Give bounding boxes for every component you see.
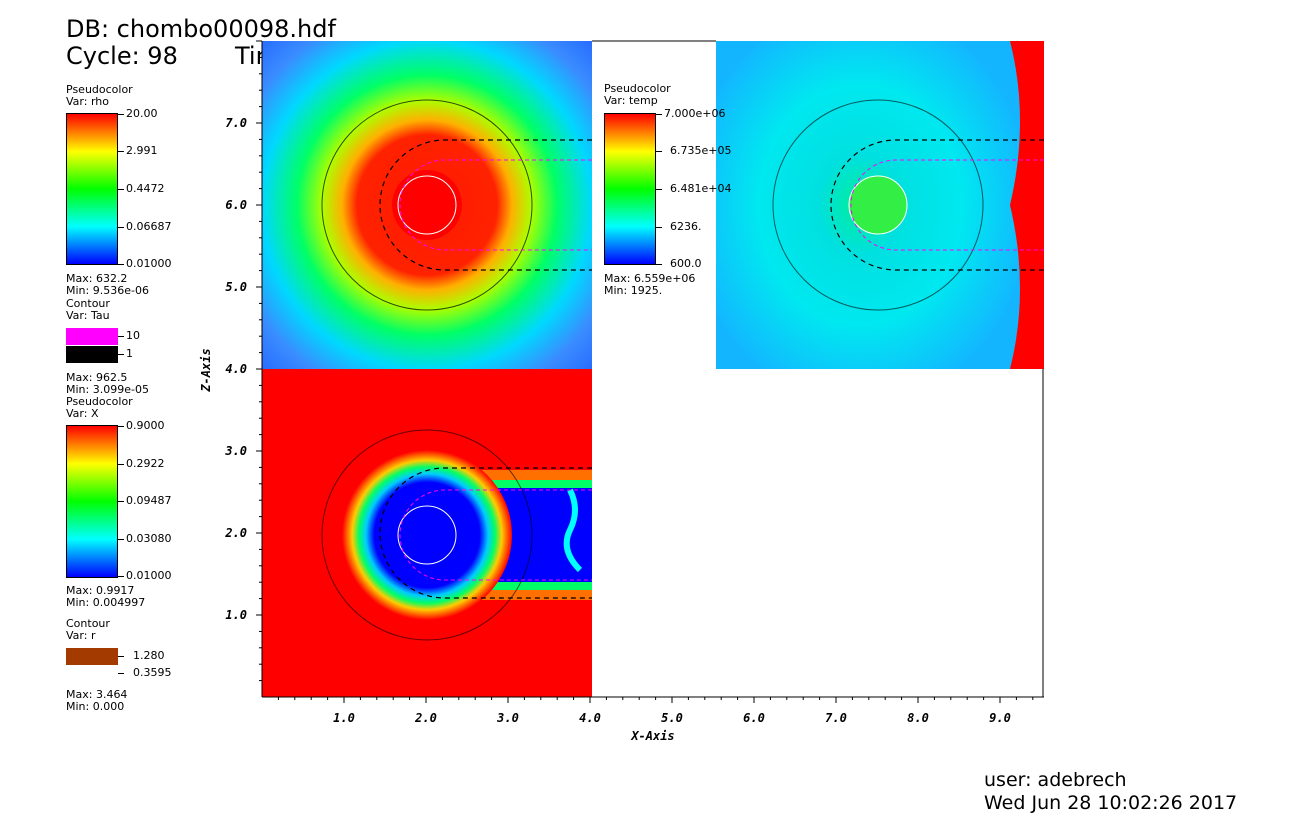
x-tick-label: 6.0	[743, 711, 765, 725]
legend-r-var: Var: r	[66, 629, 96, 642]
legend-r-plot: Contour	[66, 617, 110, 630]
legend-x-colorbar	[66, 425, 118, 578]
legend-temp-tick: 6236.	[670, 220, 702, 233]
legend-rho-min: Min: 9.536e-06	[66, 284, 149, 297]
x-tick-label: 7.0	[825, 711, 847, 725]
x-tick-label: 1.0	[333, 711, 355, 725]
y-axis-title: Z-Axis	[199, 348, 213, 392]
y-tick-label: 2.0	[224, 526, 247, 540]
legend-tau-level: 1	[126, 347, 133, 360]
legend-x-tick: 0.03080	[126, 532, 172, 545]
legend-temp-plot: Pseudocolor	[604, 82, 671, 95]
legend-temp-var: Var: temp	[604, 94, 658, 107]
legend-rho-colorbar	[66, 113, 118, 265]
legend-tau-plot: Contour	[66, 297, 110, 310]
legend-rho-tick: 0.06687	[126, 220, 172, 233]
legend-rho-var: Var: rho	[66, 95, 109, 108]
legend-x-tick: 0.2922	[126, 457, 165, 470]
legend-x-var: Var: X	[66, 407, 99, 420]
footer-date: Wed Jun 28 10:02:26 2017	[984, 792, 1238, 814]
panel-x	[262, 369, 592, 697]
legend-tau-var: Var: Tau	[66, 309, 110, 322]
x-tick-label: 5.0	[661, 711, 683, 725]
legend-x-plot: Pseudocolor	[66, 395, 133, 408]
footer-user: user: adebrech	[984, 769, 1127, 791]
cycle-label: Cycle: 98	[66, 42, 178, 70]
legend-tau-level: 10	[126, 329, 140, 342]
legend-x-tick: 0.9000	[126, 419, 165, 432]
y-tick-label: 7.0	[225, 116, 247, 130]
legend-temp-colorbar	[604, 113, 656, 265]
legend-x-tick: 0.01000	[126, 569, 172, 582]
x-tick-label: 2.0	[414, 711, 437, 725]
legend-temp-tick: 7.000e+06	[664, 107, 726, 120]
legend-temp-max: Max: 6.559e+06	[604, 272, 696, 285]
legend-rho-plot: Pseudocolor	[66, 83, 133, 96]
panel-temp	[716, 41, 1044, 369]
legend-rho-max: Max: 632.2	[66, 272, 128, 285]
db-title: DB: chombo00098.hdf	[66, 15, 336, 43]
legend-r-swatch	[66, 648, 118, 665]
y-tick-label: 3.0	[224, 444, 247, 458]
legend-rho-tick: 20.00	[126, 107, 158, 120]
y-tick-label: 4.0	[225, 362, 247, 376]
legend-temp-tick: 6.735e+05	[670, 144, 732, 157]
legend-temp-tick: 600.0	[670, 257, 702, 270]
y-axis-ticks: 1.0 2.0 3.0 4.0 5.0 6.0 7.0	[224, 40, 262, 682]
y-tick-label: 6.0	[225, 198, 247, 212]
legend-tau-swatch-10	[66, 328, 118, 345]
legend-x-tick: 0.09487	[126, 494, 172, 507]
legend-tau-swatch-1	[66, 346, 118, 363]
panel-rho	[262, 41, 592, 369]
legend-tau-min: Min: 3.099e-05	[66, 383, 149, 396]
legend-r-level: 0.3595	[133, 666, 172, 679]
x-tick-label: 9.0	[989, 711, 1011, 725]
legend-temp-tick: 6.481e+04	[670, 182, 732, 195]
y-tick-label: 5.0	[225, 280, 247, 294]
x-tick-label: 8.0	[907, 711, 929, 725]
legend-x-max: Max: 0.9917	[66, 584, 135, 597]
legend-rho-tick: 0.4472	[126, 182, 165, 195]
legend-temp-min: Min: 1925.	[604, 284, 663, 297]
x-axis-title: X-Axis	[630, 729, 674, 743]
x-tick-label: 4.0	[579, 711, 601, 725]
legend-r-min: Min: 0.000	[66, 700, 125, 713]
legend-r-level: 1.280	[133, 649, 165, 662]
legend-tau-max: Max: 962.5	[66, 371, 128, 384]
legend-rho-tick: 2.991	[126, 144, 158, 157]
y-tick-label: 1.0	[225, 608, 247, 622]
legend-rho-tick: 0.01000	[126, 257, 172, 270]
legend-r-max: Max: 3.464	[66, 688, 128, 701]
x-tick-label: 3.0	[496, 711, 519, 725]
x-axis-ticks: 1.0 2.0 3.0 4.0 5.0 6.0 7.0 8.0 9.0	[277, 697, 1034, 725]
legend-x-min: Min: 0.004997	[66, 596, 146, 609]
